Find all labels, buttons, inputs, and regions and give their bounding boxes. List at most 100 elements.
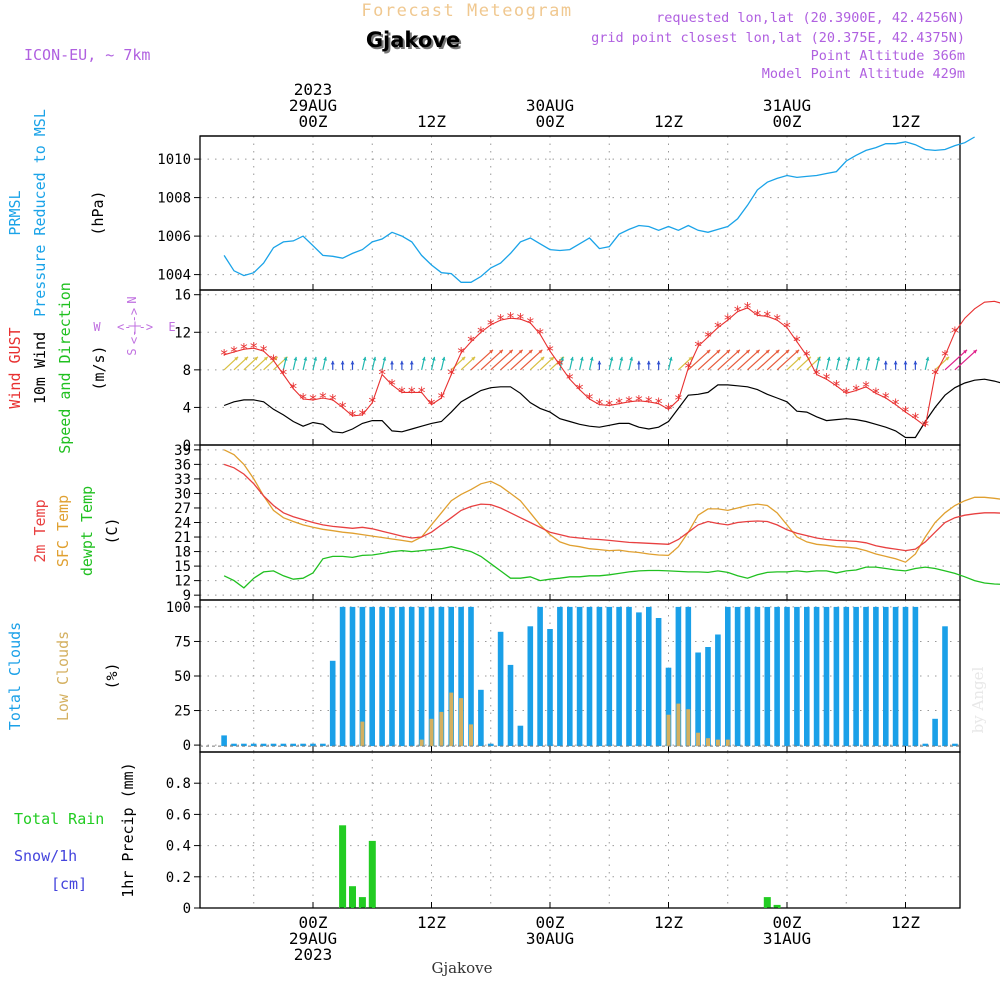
wind-arrowhead [254,356,258,361]
wind-arrowhead [518,349,523,354]
total-cloud-bar [557,606,563,747]
y-tick-label: 1008 [157,191,191,207]
total-cloud-bar [576,606,583,747]
time-label-bottom: 00Z [299,913,328,932]
total-cloud-label: Total Clouds [6,622,24,730]
wind-gust-marker: * [220,346,229,364]
y-tick-label: 15 [174,559,191,575]
wind-arrow [697,349,721,371]
wind-arrowhead [589,356,594,361]
wind-arrowhead [866,356,871,361]
low-cloud-bar [419,739,424,747]
wind-gust-marker: * [773,311,782,329]
low-cloud-bar [706,738,710,747]
total-cloud-bar [675,606,682,747]
wind-arrow [737,349,761,371]
low-cloud-bar [469,724,473,747]
y-tick-label: 100 [166,600,191,616]
wind-arrow [510,349,533,371]
wind-arrowhead [736,349,740,354]
wind-gust-marker: * [644,393,653,411]
time-label-top: 2023 [294,80,333,99]
wind-gust-marker: * [279,366,288,384]
precip-bar [763,897,771,908]
wind-arrowhead [538,349,543,354]
wind-arrow [776,349,800,371]
time-label-top: 00Z [773,112,802,131]
wind-arrowhead [283,356,288,361]
wind-label: 10m Wind [31,332,49,404]
compass-rose: N <-|-> S W <-|-> E [93,296,175,355]
panel-5: 0 0.2 0.4 0.6 0.8 Total Rain Snow/1h [cm] 1hr Pr… [14,751,961,917]
wind-arrowhead [340,360,345,365]
time-label-top: 00Z [299,112,328,131]
precip-bar [773,904,781,908]
wind-arrow [717,349,741,371]
y-tick-label: 4 [183,400,191,416]
wind-gust-marker: * [901,403,910,421]
sfc-temp-label: SFC Temp [54,495,72,567]
wind-arrowhead [856,356,861,361]
wind-arrowhead [726,349,730,354]
wind-arrowhead [471,356,476,361]
wind-gust-marker: * [328,391,337,409]
wind-arrowhead [390,360,394,365]
total-cloud-bar [764,606,771,747]
wind-gust-marker: * [249,339,258,357]
total-cloud-bar [646,606,652,747]
total-cloud-bar [310,743,316,747]
wind-arrowhead [323,356,327,361]
wind-arrowhead [540,356,545,361]
wind-gust-marker: * [624,393,633,411]
y-tick-label: 0 [183,738,191,754]
wind-gust-marker: * [713,319,722,337]
time-label-top: 30AUG [526,96,574,115]
total-cloud-bar [636,612,642,747]
wind-arrowhead [963,349,967,354]
wind-gust-marker: * [407,383,416,401]
total-cloud-bar [734,606,741,747]
y-tick-label: 30 [174,486,191,502]
wind-arrow [687,349,711,371]
wind-arrowhead [785,349,790,354]
wind-arrowhead [765,349,770,354]
wind-gust-marker: * [545,342,554,360]
wind-gust-marker: * [417,383,426,401]
total-cloud-bar [320,743,326,747]
total-cloud-bar [952,743,958,747]
wind-arrowhead [273,356,278,361]
wind-gust-marker: * [427,396,436,414]
model-label: ICON-EU, ~ 7km [24,46,150,64]
wind-arrowhead [883,360,888,365]
wind-arrow [500,349,524,371]
wind-gust-marker: * [664,400,673,418]
total-cloud-bar [804,606,810,747]
wind-arrowhead [422,356,426,361]
wind-arrowhead [489,349,493,354]
wind-gust-marker: * [911,410,920,428]
wind-arrowhead [893,360,898,365]
wind-gust-marker: * [881,389,890,407]
wind-gust-marker: * [466,333,475,351]
time-label-top: 12Z [891,112,920,131]
pressure-line [223,136,975,283]
wind-gust-marker: * [812,366,821,384]
wind-gust-marker: * [299,390,308,408]
wind-gust-marker: * [239,340,248,358]
total-cloud-bar [725,606,731,747]
total-cloud-bar [547,629,553,747]
total-cloud-bar [616,606,622,747]
low-cloud-bar [439,711,444,747]
y-tick-label: 25 [174,704,191,720]
location-title: Gjakove [366,28,460,52]
total-cloud-bar [695,652,701,747]
wind-arrowhead [508,349,513,354]
wind-gust-marker: * [852,382,861,400]
y-tick-label: 16 [174,288,191,304]
total-cloud-bar [823,606,830,747]
wind-arrow [490,349,514,371]
y-tick-label: 0 [183,901,191,917]
time-label-top: 00Z [536,112,565,131]
wind-gust-marker: * [486,316,495,334]
